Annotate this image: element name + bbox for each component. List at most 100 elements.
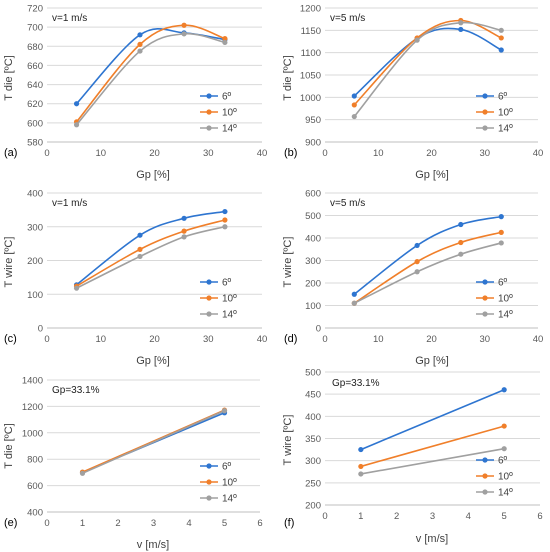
legend-label: 6º: [498, 92, 508, 103]
legend-swatch-marker: [206, 495, 212, 501]
x-tick-label: 10: [95, 334, 106, 345]
y-tick-label: 400: [305, 234, 321, 245]
series-line-6º: [353, 27, 502, 97]
data-point: [414, 259, 420, 265]
data-point: [137, 32, 143, 38]
panel-label: (f): [284, 517, 294, 529]
x-tick-label: 30: [203, 148, 214, 159]
x-tick-label: 40: [533, 148, 544, 159]
legend-label: 10º: [498, 294, 513, 305]
data-point: [458, 221, 464, 228]
chart-annotation: Gp=33.1%: [52, 385, 100, 396]
legend-label: 14º: [498, 488, 513, 499]
data-point: [181, 22, 187, 28]
x-tick-label: 20: [426, 334, 437, 345]
y-tick-label: 250: [305, 478, 321, 489]
x-tick-label: 3: [151, 518, 156, 529]
x-tick-label: 40: [257, 148, 268, 159]
y-axis-label: T die [ºC]: [3, 423, 15, 468]
data-point: [351, 113, 357, 120]
data-point: [181, 234, 187, 240]
data-point: [181, 31, 187, 37]
panel-label: (e): [4, 517, 17, 529]
chart-panel-a: 580 600 620 640 660 680 700 720 0 10 20 30 40 Gp [%] T…: [3, 4, 267, 182]
series-line-6º: [76, 210, 226, 286]
legend-label: 6º: [222, 92, 232, 103]
data-point: [137, 48, 143, 54]
legend-label: 10º: [498, 472, 513, 483]
legend-label: 6º: [222, 462, 232, 473]
series-line-14º: [76, 225, 226, 289]
chart-panel-b: 900 950 1000 1050 1100 1150 1200 0 10 20 30 40 Gp [%…: [282, 4, 543, 182]
x-tick-label: 0: [322, 511, 327, 522]
y-tick-label: 660: [27, 61, 43, 72]
legend-swatch-marker: [482, 93, 488, 99]
y-tick-label: 0: [38, 324, 43, 335]
legend-label: 10º: [222, 478, 237, 489]
data-point: [137, 41, 143, 47]
series-line-10º: [360, 425, 505, 468]
chart-panel-c: 0 100 200 300 400 0 10 20 30 40 Gp [%] T wire [ºC] v…: [3, 189, 267, 368]
chart-panel-e: 400 600 800 1000 1200 1400 0 1 2 3 4 5 6 v [m/s] T die…: [3, 376, 263, 552]
x-tick-label: 30: [203, 334, 214, 345]
data-point: [498, 229, 504, 235]
legend-swatch-marker: [482, 279, 488, 285]
y-tick-label: 1150: [301, 26, 321, 37]
x-tick-label: 30: [479, 334, 490, 345]
x-tick-label: 4: [186, 518, 191, 529]
y-tick-label: 400: [305, 412, 321, 423]
series-line-14º: [82, 410, 225, 475]
data-point: [498, 240, 504, 246]
data-point: [501, 423, 507, 429]
legend-swatch-marker: [482, 457, 488, 463]
x-tick-label: 20: [426, 148, 437, 159]
series-line-10º: [353, 19, 502, 106]
legend-swatch-marker: [482, 489, 488, 495]
y-tick-label: 600: [27, 481, 43, 492]
series-line-10º: [353, 231, 502, 304]
y-tick-label: 700: [27, 23, 43, 34]
x-tick-label: 0: [322, 334, 327, 345]
series-line-6º: [353, 215, 502, 295]
y-tick-label: 620: [27, 99, 43, 110]
series-line-14º: [353, 242, 502, 304]
x-tick-label: 1: [80, 518, 85, 529]
data-point: [73, 122, 80, 128]
legend-label: 14º: [222, 494, 237, 505]
y-tick-label: 450: [305, 390, 321, 401]
series-line-6º: [360, 388, 505, 451]
legend-swatch-marker: [206, 109, 212, 115]
x-axis-label: v [m/s]: [137, 539, 169, 551]
x-tick-label: 40: [533, 334, 544, 345]
chart-annotation: v=1 m/s: [52, 198, 87, 209]
data-point: [79, 470, 86, 476]
y-tick-label: 1400: [22, 376, 43, 387]
x-tick-label: 2: [394, 511, 399, 522]
chart-panel-f: 200 250 300 350 400 450 500 0 1 2 3 4 5 6 v [m/s] T wir…: [282, 368, 543, 546]
series-line-10º: [76, 219, 226, 287]
legend-swatch-marker: [482, 311, 488, 317]
legend-swatch-marker: [206, 279, 212, 285]
y-tick-label: 1000: [22, 428, 43, 439]
y-tick-label: 200: [305, 279, 321, 290]
data-point: [358, 471, 364, 477]
data-point: [181, 215, 187, 221]
y-tick-label: 300: [27, 222, 43, 233]
data-point: [501, 387, 507, 393]
data-point: [458, 26, 464, 33]
data-point: [498, 27, 504, 33]
y-tick-label: 1200: [300, 4, 321, 15]
data-point: [458, 239, 464, 246]
y-tick-label: 200: [305, 501, 321, 512]
data-point: [222, 224, 228, 230]
x-tick-label: 30: [479, 148, 490, 159]
x-tick-label: 10: [95, 148, 106, 159]
legend-swatch-marker: [206, 463, 212, 469]
legend-swatch-marker: [482, 473, 488, 479]
y-tick-label: 1200: [22, 402, 43, 413]
y-tick-label: 500: [305, 368, 321, 379]
y-axis-label: T wire [ºC]: [282, 415, 294, 466]
y-tick-label: 400: [27, 508, 43, 519]
chart-annotation: Gp=33.1%: [332, 378, 380, 389]
